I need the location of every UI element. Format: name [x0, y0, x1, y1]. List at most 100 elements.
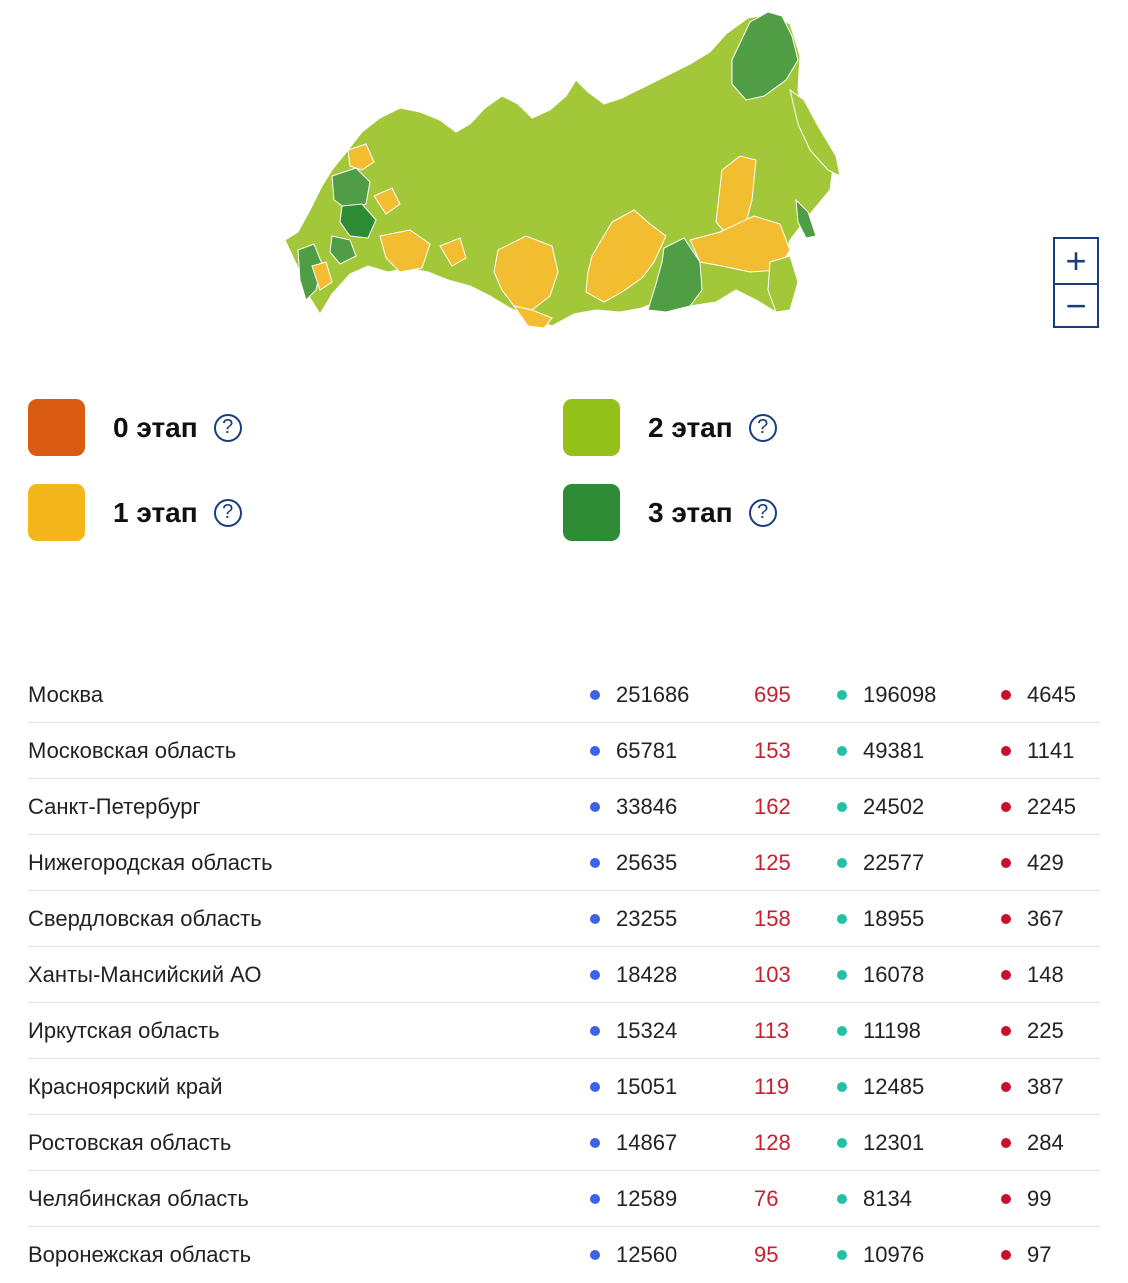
deaths-dot-icon — [1001, 746, 1011, 756]
recovered-dot-icon — [837, 1082, 847, 1092]
total-cases-dot-icon — [590, 1138, 600, 1148]
map-region-magadan[interactable] — [715, 155, 757, 237]
map-region-volga-green[interactable] — [329, 235, 357, 265]
table-row[interactable]: Свердловская область 23255 158 18955 367 — [28, 891, 1100, 947]
deaths: 148 — [1027, 962, 1064, 987]
recovered-dot-icon — [837, 914, 847, 924]
region-name: Свердловская область — [28, 906, 262, 931]
region-name: Ханты-Мансийский АО — [28, 962, 262, 987]
map-region-zabaykalsky[interactable] — [647, 237, 703, 313]
total-cases: 15324 — [616, 1018, 678, 1043]
legend-swatch — [563, 399, 620, 456]
region-name: Челябинская область — [28, 1186, 249, 1211]
deaths: 225 — [1027, 1018, 1064, 1043]
recovered: 12301 — [863, 1130, 925, 1155]
table-row[interactable]: Иркутская область 15324 113 11198 225 — [28, 1003, 1100, 1059]
deaths: 429 — [1027, 850, 1064, 875]
new-cases: 113 — [754, 1018, 790, 1043]
table-row[interactable]: Санкт-Петербург 33846 162 24502 2245 — [28, 779, 1100, 835]
total-cases-dot-icon — [590, 1026, 600, 1036]
total-cases-dot-icon — [590, 914, 600, 924]
total-cases-dot-icon — [590, 1250, 600, 1260]
map-region-west-5[interactable] — [379, 229, 431, 273]
deaths-dot-icon — [1001, 914, 1011, 924]
table-row[interactable]: Челябинская область 12589 76 8134 99 — [28, 1171, 1100, 1227]
total-cases: 65781 — [616, 738, 678, 763]
deaths-dot-icon — [1001, 858, 1011, 868]
zoom-out-button[interactable]: − — [1065, 285, 1087, 326]
help-icon[interactable]: ? — [748, 498, 777, 527]
total-cases-dot-icon — [590, 970, 600, 980]
map-region-primorye[interactable] — [767, 255, 799, 313]
map-region-kamchatka[interactable] — [789, 88, 841, 177]
total-cases: 12560 — [616, 1242, 678, 1267]
recovered: 12485 — [863, 1074, 925, 1099]
deaths: 367 — [1027, 906, 1064, 931]
deaths-dot-icon — [1001, 802, 1011, 812]
deaths-dot-icon — [1001, 1026, 1011, 1036]
total-cases-dot-icon — [590, 746, 600, 756]
table-row[interactable]: Московская область 65781 153 49381 1141 — [28, 723, 1100, 779]
deaths: 284 — [1027, 1130, 1064, 1155]
recovered: 196098 — [863, 682, 937, 707]
legend-label: 0 этап — [113, 411, 198, 443]
deaths: 4645 — [1027, 682, 1076, 707]
new-cases: 125 — [754, 850, 791, 875]
map-zoom-control: + − — [1053, 237, 1099, 328]
recovered-dot-icon — [837, 690, 847, 700]
legend-label: 3 этап — [648, 496, 733, 528]
zoom-in-button[interactable]: + — [1055, 239, 1097, 285]
legend-swatch — [563, 484, 620, 541]
table-row[interactable]: Москва 251686 695 196098 4645 — [28, 667, 1100, 723]
recovered-dot-icon — [837, 746, 847, 756]
region-name: Красноярский край — [28, 1074, 223, 1099]
table-row[interactable]: Воронежская область 12560 95 10976 97 — [28, 1227, 1100, 1283]
map-region-irkutsk[interactable] — [585, 209, 667, 303]
recovered-dot-icon — [837, 1026, 847, 1036]
new-cases: 695 — [754, 682, 791, 707]
legend-swatch — [28, 399, 85, 456]
recovered: 11198 — [863, 1018, 921, 1043]
table-row[interactable]: Красноярский край 15051 119 12485 387 — [28, 1059, 1100, 1115]
region-name: Москва — [28, 682, 104, 707]
map-region-west-4[interactable] — [373, 187, 401, 215]
legend-item-stage-0: 0 этап ? — [28, 399, 242, 456]
help-icon[interactable]: ? — [748, 413, 777, 442]
deaths: 2245 — [1027, 794, 1076, 819]
new-cases: 128 — [754, 1130, 791, 1155]
map-region-novosibirsk[interactable] — [493, 235, 559, 311]
russia-regions-map[interactable] — [270, 0, 860, 340]
deaths-dot-icon — [1001, 970, 1011, 980]
table-row[interactable]: Ростовская область 14867 128 12301 284 — [28, 1115, 1100, 1171]
deaths-dot-icon — [1001, 1194, 1011, 1204]
legend-swatch — [28, 484, 85, 541]
recovered-dot-icon — [837, 1194, 847, 1204]
help-icon[interactable]: ? — [213, 498, 242, 527]
map-svg[interactable] — [270, 0, 860, 340]
map-region-caucasus-yellow[interactable] — [311, 261, 333, 291]
total-cases: 14867 — [616, 1130, 678, 1155]
map-region-west-3[interactable] — [347, 143, 375, 171]
region-name: Санкт-Петербург — [28, 794, 201, 819]
region-name: Нижегородская область — [28, 850, 273, 875]
map-region-west-6[interactable] — [439, 237, 467, 267]
deaths: 99 — [1027, 1186, 1052, 1211]
new-cases: 162 — [754, 794, 791, 819]
table-row[interactable]: Нижегородская область 25635 125 22577 429 — [28, 835, 1100, 891]
new-cases: 119 — [754, 1074, 790, 1099]
new-cases: 153 — [754, 738, 791, 763]
total-cases-dot-icon — [590, 1194, 600, 1204]
legend-item-stage-1: 1 этап ? — [28, 484, 242, 541]
map-region-tomsk[interactable] — [512, 305, 553, 329]
map-region-chukotka[interactable] — [731, 11, 799, 101]
map-region-west-2[interactable] — [339, 203, 377, 239]
deaths: 97 — [1027, 1242, 1052, 1267]
total-cases: 33846 — [616, 794, 678, 819]
map-region-caucasus-green[interactable] — [297, 243, 323, 301]
recovered-dot-icon — [837, 802, 847, 812]
help-icon[interactable]: ? — [213, 413, 242, 442]
total-cases: 25635 — [616, 850, 678, 875]
new-cases: 103 — [754, 962, 791, 987]
map-region-sakhalin[interactable] — [795, 198, 817, 239]
table-row[interactable]: Ханты-Мансийский АО 18428 103 16078 148 — [28, 947, 1100, 1003]
